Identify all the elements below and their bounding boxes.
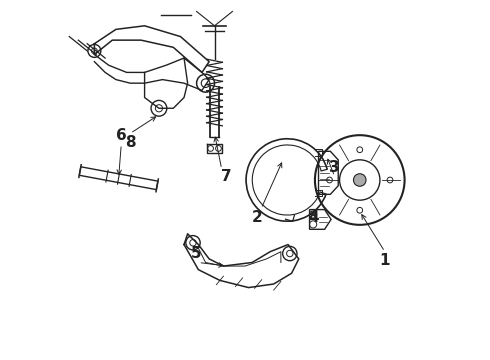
Text: 4: 4 — [308, 210, 319, 225]
Text: 7: 7 — [220, 169, 231, 184]
Circle shape — [353, 174, 366, 186]
Text: 6: 6 — [116, 128, 126, 143]
Text: 8: 8 — [125, 135, 136, 150]
Text: 2: 2 — [252, 210, 263, 225]
Text: 3: 3 — [329, 160, 340, 175]
Text: 5: 5 — [191, 246, 202, 261]
Text: 1: 1 — [380, 253, 390, 268]
